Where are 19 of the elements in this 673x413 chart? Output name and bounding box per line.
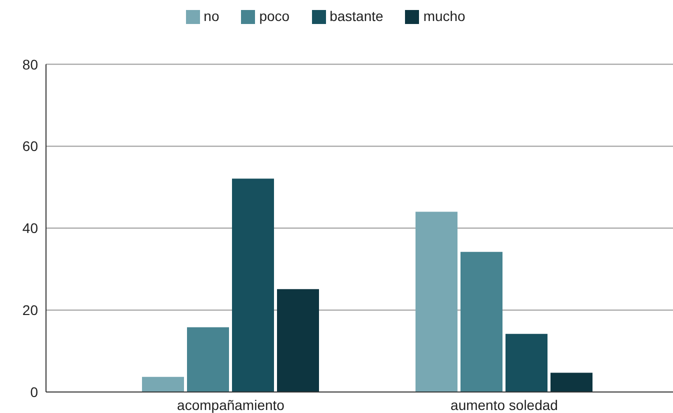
bar (187, 327, 229, 392)
bar (416, 212, 458, 392)
y-tick-label: 60 (22, 138, 38, 154)
y-tick-label: 0 (30, 384, 38, 400)
y-tick-label: 20 (22, 302, 38, 318)
bar (550, 372, 592, 392)
y-tick-label: 80 (22, 56, 38, 72)
bar (277, 289, 319, 392)
bar (142, 376, 184, 392)
bar (460, 252, 502, 392)
legend-label: mucho (423, 8, 466, 24)
y-tick-label: 40 (22, 220, 38, 236)
legend-label: bastante (330, 8, 384, 24)
legend-label: poco (259, 8, 290, 24)
bar (506, 334, 548, 392)
x-tick-label: acompañamiento (177, 396, 285, 413)
x-tick-label: aumento soledad (450, 396, 558, 413)
legend-label: no (204, 8, 220, 24)
bar (232, 178, 274, 392)
